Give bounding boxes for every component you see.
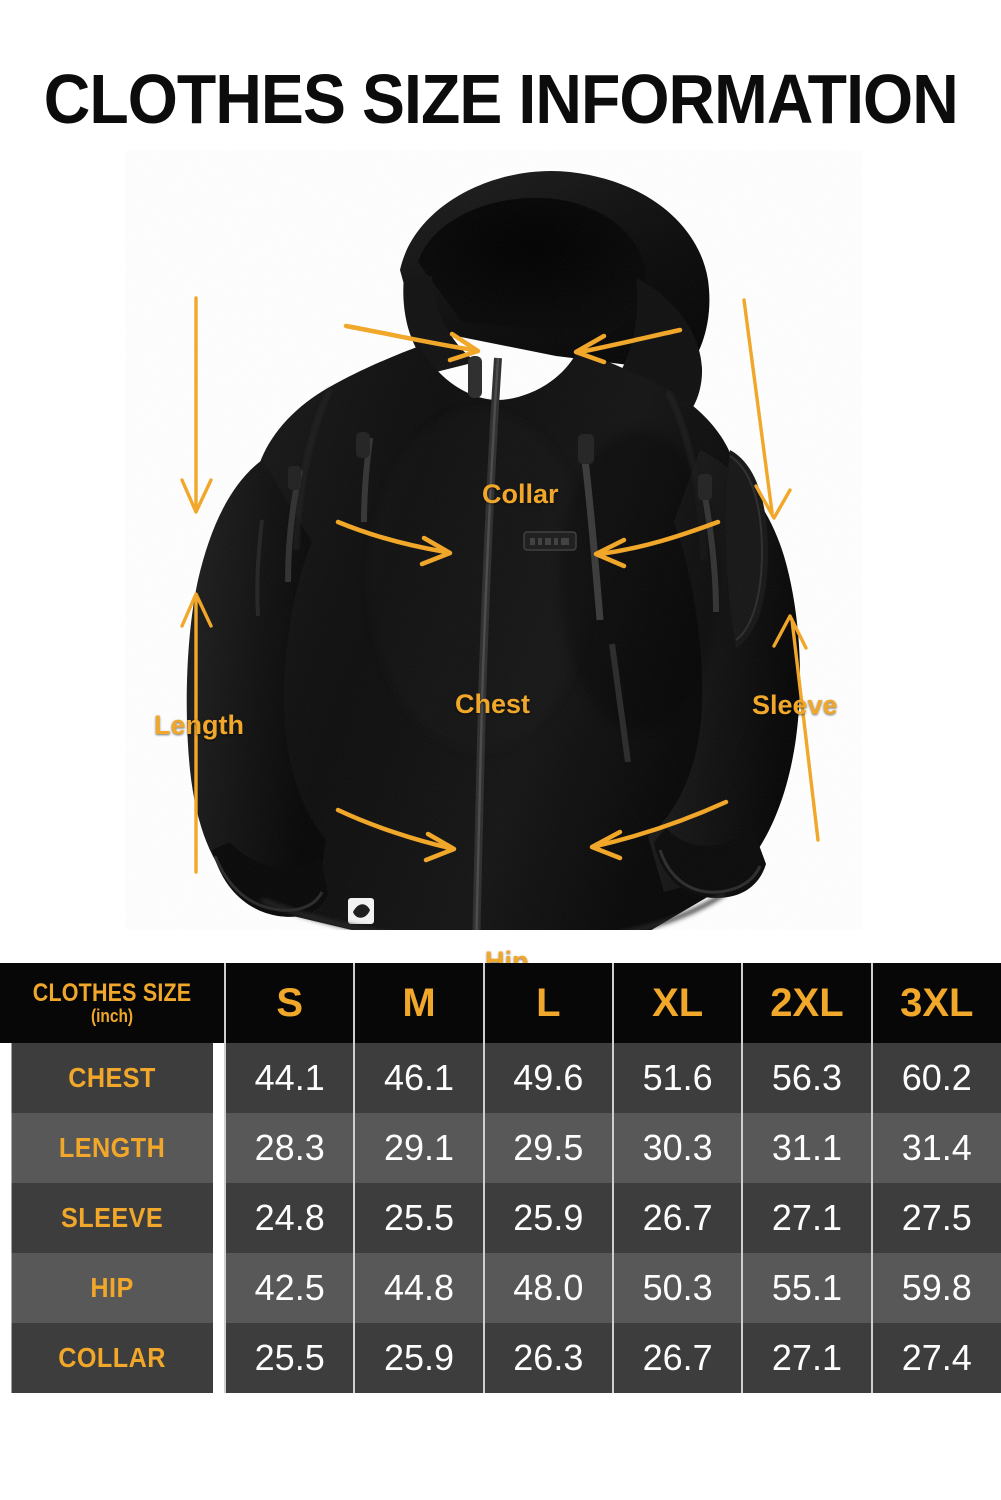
cell-length-3xl: 31.4 bbox=[870, 1113, 1001, 1183]
length-arrow bbox=[180, 296, 213, 874]
cell-length-m: 29.1 bbox=[353, 1113, 484, 1183]
cell-sleeve-l: 25.9 bbox=[482, 1183, 613, 1253]
annotation-label-collar: Collar bbox=[482, 479, 559, 509]
cell-hip-l: 48.0 bbox=[482, 1253, 613, 1323]
cell-length-s: 28.3 bbox=[224, 1113, 355, 1183]
cell-length-l: 29.5 bbox=[482, 1113, 613, 1183]
table-row: LENGTH 28.3 29.1 29.5 30.3 31.1 31.4 bbox=[0, 1113, 1001, 1183]
cell-collar-l: 26.3 bbox=[482, 1323, 613, 1393]
table-header: CLOTHES SIZE (inch) S M L XL 2XL 3XL bbox=[0, 963, 1001, 1043]
cell-hip-2xl: 55.1 bbox=[741, 1253, 872, 1323]
cell-length-xl: 30.3 bbox=[611, 1113, 743, 1183]
annotation-label-length: Length bbox=[154, 710, 244, 740]
row-label-collar: COLLAR bbox=[11, 1323, 214, 1393]
hip-arrow-right bbox=[589, 799, 729, 861]
row-label-hip: HIP bbox=[11, 1253, 214, 1323]
table-header-row: CLOTHES SIZE (inch) S M L XL 2XL 3XL bbox=[0, 963, 1001, 1043]
cell-collar-xl: 26.7 bbox=[611, 1323, 743, 1393]
cell-hip-m: 44.8 bbox=[353, 1253, 484, 1323]
cell-chest-s: 44.1 bbox=[224, 1043, 355, 1113]
header-size-l: L bbox=[482, 963, 613, 1043]
chest-arrow-right bbox=[593, 519, 721, 569]
table-row: SLEEVE 24.8 25.5 25.9 26.7 27.1 27.5 bbox=[0, 1183, 1001, 1253]
row-label-length: LENGTH bbox=[11, 1113, 214, 1183]
size-label-m: M bbox=[402, 981, 436, 1025]
cell-sleeve-s: 24.8 bbox=[224, 1183, 355, 1253]
collar-arrow-right bbox=[573, 327, 683, 365]
header-size-xl: XL bbox=[611, 963, 743, 1043]
row-label-sleeve: SLEEVE bbox=[11, 1183, 214, 1253]
size-label-l: L bbox=[536, 981, 561, 1025]
cell-collar-2xl: 27.1 bbox=[741, 1323, 872, 1393]
cell-collar-s: 25.5 bbox=[224, 1323, 355, 1393]
cell-chest-3xl: 60.2 bbox=[870, 1043, 1001, 1113]
cell-chest-2xl: 56.3 bbox=[741, 1043, 872, 1113]
cell-length-2xl: 31.1 bbox=[741, 1113, 872, 1183]
hip-arrow-left bbox=[335, 807, 457, 863]
cell-chest-xl: 51.6 bbox=[611, 1043, 743, 1113]
cell-sleeve-xl: 26.7 bbox=[611, 1183, 743, 1253]
header-clothes-size-unit: (inch) bbox=[90, 1006, 134, 1026]
cell-sleeve-2xl: 27.1 bbox=[741, 1183, 872, 1253]
header-size-3xl: 3XL bbox=[870, 963, 1001, 1043]
size-chart-table: CLOTHES SIZE (inch) S M L XL 2XL 3XL bbox=[0, 963, 1001, 1393]
page-title: CLOTHES SIZE INFORMATION bbox=[43, 60, 958, 138]
table-row: COLLAR 25.5 25.9 26.3 26.7 27.1 27.4 bbox=[0, 1323, 1001, 1393]
cell-collar-3xl: 27.4 bbox=[870, 1323, 1001, 1393]
jacket-body-group bbox=[186, 170, 800, 930]
header-size-s: S bbox=[224, 963, 355, 1043]
sleeve-arrow bbox=[742, 298, 820, 842]
cell-collar-m: 25.9 bbox=[353, 1323, 484, 1393]
row-label-chest: CHEST bbox=[11, 1043, 214, 1113]
cell-chest-l: 49.6 bbox=[482, 1043, 613, 1113]
annotation-label-chest: Chest bbox=[455, 689, 531, 719]
cell-sleeve-m: 25.5 bbox=[353, 1183, 484, 1253]
header-size-m: M bbox=[353, 963, 484, 1043]
size-label-3xl: 3XL bbox=[900, 981, 974, 1025]
product-photo-stage: Collar Chest Hip Sleeve Length bbox=[0, 150, 1001, 975]
size-label-2xl: 2XL bbox=[770, 981, 844, 1025]
cell-sleeve-3xl: 27.5 bbox=[870, 1183, 1001, 1253]
table-row: CHEST 44.1 46.1 49.6 51.6 56.3 60.2 bbox=[0, 1043, 1001, 1113]
page-title-container: CLOTHES SIZE INFORMATION bbox=[0, 62, 1001, 136]
jacket-illustration bbox=[180, 170, 820, 930]
cell-hip-s: 42.5 bbox=[224, 1253, 355, 1323]
table-body: CHEST 44.1 46.1 49.6 51.6 56.3 60.2 LENG… bbox=[0, 1043, 1001, 1393]
size-label-xl: XL bbox=[652, 981, 704, 1025]
measurement-arrows bbox=[180, 296, 820, 874]
header-size-2xl: 2XL bbox=[741, 963, 872, 1043]
cell-hip-xl: 50.3 bbox=[611, 1253, 743, 1323]
size-label-s: S bbox=[276, 981, 304, 1025]
collar-arrow-left bbox=[343, 323, 481, 363]
cell-hip-3xl: 59.8 bbox=[870, 1253, 1001, 1323]
cell-chest-m: 46.1 bbox=[353, 1043, 484, 1113]
annotation-label-sleeve: Sleeve bbox=[752, 690, 838, 720]
header-clothes-size: CLOTHES SIZE (inch) bbox=[0, 963, 226, 1043]
chest-arrow-left bbox=[335, 519, 453, 567]
header-clothes-size-main: CLOTHES SIZE bbox=[32, 979, 192, 1007]
table-row: HIP 42.5 44.8 48.0 50.3 55.1 59.8 bbox=[0, 1253, 1001, 1323]
